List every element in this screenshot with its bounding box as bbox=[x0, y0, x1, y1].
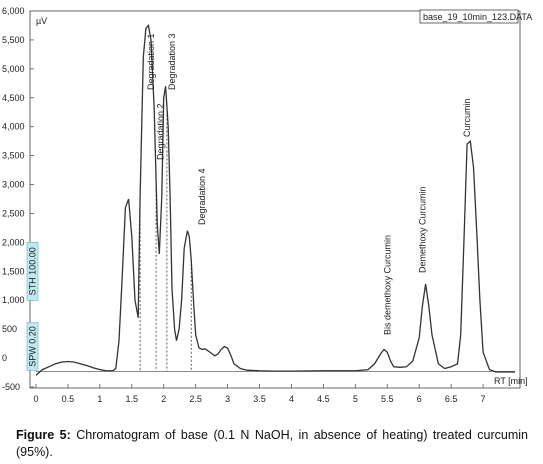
x-tick-label: 6 bbox=[417, 394, 422, 404]
y-tick-label: 6,000 bbox=[2, 6, 25, 16]
chromatogram-trace bbox=[35, 24, 515, 376]
y-tick-label: -500 bbox=[2, 382, 20, 392]
x-tick-label: 6.5 bbox=[445, 394, 458, 404]
peak-label: Demethoxy Curcumin bbox=[417, 186, 427, 273]
y-tick-label: 5,000 bbox=[2, 64, 25, 74]
peak-label: Bis demethoxy Curcumin bbox=[382, 235, 392, 335]
y-unit-label: µV bbox=[36, 16, 47, 26]
y-tick-label: 0 bbox=[2, 353, 7, 363]
x-tick-label: 4.5 bbox=[317, 394, 330, 404]
x-tick-label: 5 bbox=[353, 394, 358, 404]
y-tick-label: 500 bbox=[2, 324, 17, 334]
x-tick-label: 5.5 bbox=[381, 394, 394, 404]
y-tick-label: 3,500 bbox=[2, 151, 25, 161]
x-tick-label: 0 bbox=[33, 394, 38, 404]
y-tick-label: 5,500 bbox=[2, 35, 25, 45]
y-tick-label: 1,500 bbox=[2, 266, 25, 276]
file-label-box bbox=[419, 9, 519, 24]
x-tick-label: 1.5 bbox=[126, 394, 139, 404]
caption-label: Figure 5: bbox=[16, 428, 71, 442]
y-tick-label: 2,000 bbox=[2, 237, 25, 247]
plot-frame bbox=[29, 10, 521, 389]
y-tick-label: 4,000 bbox=[2, 122, 25, 132]
x-tick-label: 1 bbox=[97, 394, 102, 404]
side-tag-box bbox=[26, 242, 39, 301]
y-tick-label: 1,000 bbox=[2, 295, 25, 305]
side-tag-box bbox=[26, 322, 39, 371]
y-tick-label: 2,500 bbox=[2, 208, 25, 218]
x-tick-label: 7 bbox=[481, 394, 486, 404]
x-unit-label: RT [min] bbox=[494, 376, 528, 386]
chromatogram-chart: -500 0 500 1,000 1,500 2,000 2,500 3,000 3,500 4,… bbox=[2, 6, 532, 404]
y-tick-label: 4,500 bbox=[2, 93, 25, 103]
x-tick-label: 3.5 bbox=[253, 394, 266, 404]
peak-label: Degradation 2 bbox=[156, 103, 166, 160]
x-tick-label: 2.5 bbox=[189, 394, 202, 404]
peak-label: Degradation 1 bbox=[146, 33, 156, 90]
x-tick-label: 0.5 bbox=[62, 394, 75, 404]
peak-label: Degradation 3 bbox=[167, 33, 177, 90]
file-label: base_19_10min_123.DATA bbox=[423, 12, 532, 22]
x-tick-label: 2 bbox=[161, 394, 166, 404]
x-tick-label: 3 bbox=[225, 394, 230, 404]
y-tick-label: 3,000 bbox=[2, 180, 25, 190]
caption-text: Chromatogram of base (0.1 N NaOH, in abs… bbox=[16, 428, 528, 459]
figure-caption: Figure 5: Chromatogram of base (0.1 N Na… bbox=[16, 427, 528, 461]
side-tag-label: SPW 0.20 bbox=[28, 326, 38, 367]
peak-label: Curcumin bbox=[462, 98, 472, 137]
side-tag-label: STH 100.00 bbox=[28, 247, 38, 295]
peak-label: Degradation 4 bbox=[197, 168, 207, 225]
x-tick-label: 4 bbox=[289, 394, 294, 404]
